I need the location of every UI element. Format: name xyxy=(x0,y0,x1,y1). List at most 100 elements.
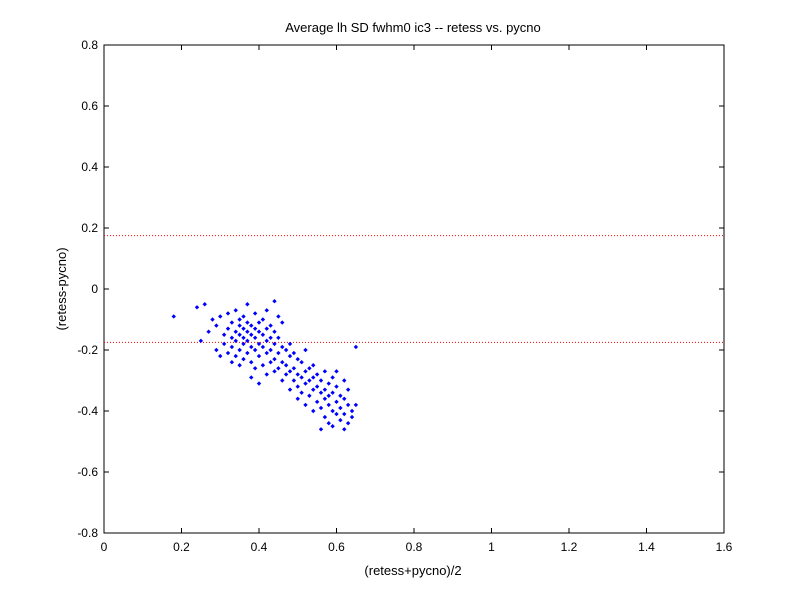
y-tick-label: -0.4 xyxy=(77,404,98,418)
data-point xyxy=(198,338,204,344)
data-point xyxy=(264,308,269,313)
data-point xyxy=(276,350,281,356)
data-point xyxy=(237,363,242,368)
data-point xyxy=(268,335,273,340)
data-point xyxy=(171,314,176,319)
data-point xyxy=(287,353,293,359)
data-point xyxy=(252,326,258,331)
data-point xyxy=(311,408,316,414)
data-point xyxy=(291,366,297,371)
data-point xyxy=(256,320,262,325)
data-point xyxy=(225,326,231,331)
data-point xyxy=(342,411,347,417)
tick-labels: 0 0.2 0.4 0.6 0.8 1 1.2 1.4 1.6 -0.8 -0.6 -0.4 -0.2 0… xyxy=(77,38,732,554)
data-point xyxy=(295,396,300,401)
data-point xyxy=(252,311,258,316)
data-point xyxy=(342,378,347,383)
data-point xyxy=(245,320,250,325)
data-point xyxy=(314,372,320,377)
data-point xyxy=(353,344,359,350)
data-point xyxy=(233,329,238,334)
data-point xyxy=(326,381,331,386)
data-point xyxy=(322,387,328,392)
reference-lines xyxy=(104,235,724,343)
data-point xyxy=(280,320,285,325)
data-point xyxy=(303,381,308,386)
data-point xyxy=(260,332,266,337)
data-point xyxy=(252,335,258,340)
data-point xyxy=(314,384,320,389)
y-tick-label: 0.8 xyxy=(81,38,98,52)
data-point xyxy=(264,338,269,344)
data-point xyxy=(299,390,304,395)
data-point xyxy=(260,344,266,350)
data-point xyxy=(349,408,355,414)
data-point xyxy=(311,375,316,380)
data-point xyxy=(322,396,328,401)
y-tick-label: -0.8 xyxy=(77,526,98,540)
data-point xyxy=(345,387,351,392)
data-point xyxy=(342,396,347,401)
data-point xyxy=(330,390,335,395)
data-point xyxy=(318,405,324,411)
data-point xyxy=(280,344,285,350)
data-point xyxy=(194,305,200,310)
chart-title: Average lh SD fwhm0 ic3 -- retess vs. py… xyxy=(285,20,541,35)
data-point xyxy=(303,347,308,353)
data-point xyxy=(264,372,269,377)
data-point xyxy=(202,302,207,307)
data-point xyxy=(233,353,238,359)
data-point xyxy=(221,341,227,347)
data-point xyxy=(249,344,254,350)
data-point xyxy=(353,402,359,408)
data-point xyxy=(276,314,281,319)
data-point xyxy=(256,381,262,386)
x-tick-label: 1.6 xyxy=(716,540,733,554)
data-point xyxy=(334,369,339,374)
data-point xyxy=(229,335,235,340)
data-point xyxy=(252,366,258,371)
data-point xyxy=(291,350,297,356)
data-point xyxy=(338,405,343,411)
x-tick-label: 1 xyxy=(488,540,495,554)
data-point xyxy=(287,369,293,374)
data-point xyxy=(334,384,339,389)
data-point xyxy=(229,320,235,325)
data-point xyxy=(241,335,246,340)
data-point xyxy=(291,378,297,383)
data-point xyxy=(245,302,250,307)
y-tick-label: 0 xyxy=(91,282,98,296)
x-tick-label: 0.2 xyxy=(173,540,190,554)
data-point xyxy=(233,338,238,344)
data-point xyxy=(342,427,347,432)
x-tick-label: 1.4 xyxy=(638,540,655,554)
data-point xyxy=(241,326,246,331)
y-tick-label: 0.6 xyxy=(81,99,98,113)
data-point xyxy=(322,369,328,374)
data-point xyxy=(268,360,273,365)
data-point xyxy=(338,393,343,398)
data-point xyxy=(237,317,242,322)
data-point xyxy=(272,341,277,347)
data-point xyxy=(218,314,223,319)
data-point xyxy=(272,369,277,374)
data-point xyxy=(345,421,351,426)
data-point xyxy=(249,375,254,380)
x-tick-label: 0.6 xyxy=(328,540,345,554)
plot-area-frame xyxy=(103,44,725,534)
scatter-points xyxy=(171,299,359,432)
y-tick-label: -0.2 xyxy=(77,343,98,357)
data-point xyxy=(256,353,262,359)
data-point xyxy=(283,363,289,368)
data-point xyxy=(311,387,316,392)
data-point xyxy=(295,356,300,362)
data-point xyxy=(334,399,339,405)
data-point xyxy=(241,341,246,347)
data-point xyxy=(311,363,316,368)
data-point xyxy=(272,299,277,304)
data-point xyxy=(225,350,231,356)
data-point xyxy=(241,314,246,319)
data-point xyxy=(349,414,355,420)
data-point xyxy=(338,417,343,423)
